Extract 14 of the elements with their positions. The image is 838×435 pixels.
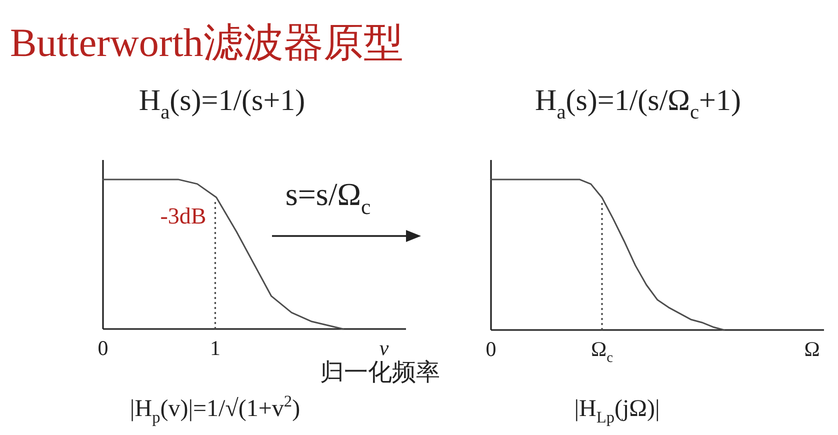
x-label: Ω: [804, 337, 820, 361]
x-tick: Ω$_{c}$: [591, 337, 613, 366]
x-tick: 0: [486, 337, 496, 361]
subtitle: H$_{a}$(s)=1/(s/Ω$_{c}$+1): [535, 84, 741, 124]
x-label: v: [379, 336, 389, 360]
ref-line-label: -3dB: [160, 204, 206, 229]
annotation: |H$_{Lp}$(jΩ)|: [574, 396, 660, 427]
annotation: 归一化频率: [320, 359, 440, 386]
annotation: |H$_{p}$(v)|=1/√(1+v$^{2}$): [130, 391, 300, 427]
x-tick: 1: [210, 336, 220, 360]
annotation: s=s/Ω$_{c}$: [285, 176, 371, 219]
subtitle: H$_{a}$(s)=1/(s+1): [138, 84, 306, 124]
title: Butterworth滤波器原型: [10, 20, 404, 65]
x-tick: 0: [98, 336, 108, 360]
